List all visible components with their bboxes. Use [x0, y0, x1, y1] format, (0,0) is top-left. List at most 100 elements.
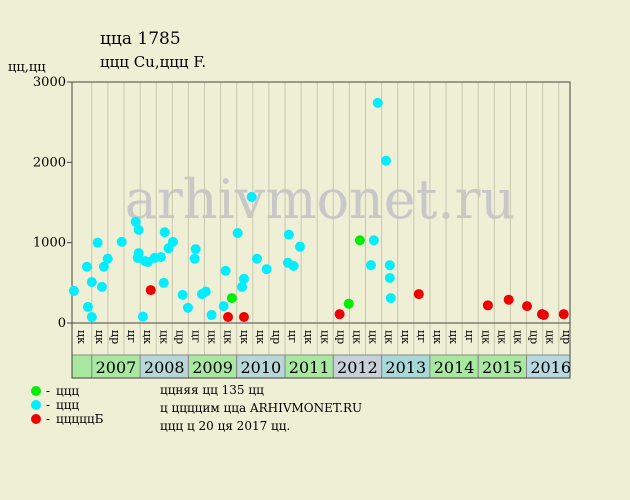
column-label: цк [318, 330, 331, 344]
year-label: 2009 [192, 358, 233, 377]
year-label: 2012 [337, 358, 378, 377]
data-point [343, 298, 354, 309]
column-label: цк [238, 330, 251, 344]
data-point [226, 293, 237, 304]
data-point [81, 261, 92, 272]
data-point [200, 286, 211, 297]
column-label: цк [206, 330, 219, 344]
year-label: 2014 [434, 358, 475, 377]
data-point [130, 216, 141, 227]
data-point [261, 264, 272, 275]
column-label: цк [222, 330, 235, 344]
data-point [96, 281, 107, 292]
column-label: цк [350, 330, 363, 344]
year-cell [526, 354, 570, 378]
note: ц ццццим цца ARHIVMONET.RU [160, 401, 362, 415]
data-point [182, 302, 193, 313]
data-point [218, 301, 229, 312]
data-point [503, 294, 514, 305]
data-point [246, 191, 257, 202]
column-label: цк [157, 330, 170, 344]
column-label: цк [399, 330, 412, 344]
column-label: цр [270, 330, 283, 344]
data-point [98, 261, 109, 272]
data-point [482, 300, 493, 311]
data-point [158, 277, 169, 288]
y-tick-label: 1000 [33, 236, 66, 251]
column-label: цр [334, 330, 347, 344]
legend-dash: - [46, 398, 50, 412]
y-tick-label: 3000 [33, 75, 66, 90]
data-point [177, 289, 188, 300]
legend-dash: - [46, 384, 50, 398]
legend-marker [31, 414, 41, 424]
column-label: цг [189, 330, 202, 343]
year-label: 2010 [241, 358, 282, 377]
data-point [155, 252, 166, 263]
column-label: цк [93, 330, 106, 344]
year-label: 2016 [530, 358, 571, 377]
data-point [334, 309, 345, 320]
legend-marker [31, 386, 41, 396]
y-axis-label: цц,цц [8, 60, 46, 75]
column-label: цг [125, 330, 138, 343]
data-point [145, 285, 156, 296]
data-point [238, 311, 249, 322]
column-label: цг [415, 330, 428, 343]
data-point [232, 228, 243, 239]
column-label: цк [479, 330, 492, 344]
data-point [133, 224, 144, 235]
data-point [82, 301, 93, 312]
column-label: цк [544, 330, 557, 344]
data-point [288, 260, 299, 271]
column-label: цр [560, 330, 573, 344]
data-point [354, 235, 365, 246]
column-label: цк [254, 330, 267, 344]
chart-subtitle: ццц Cu,ццц F. [100, 53, 206, 71]
column-label: цк [141, 330, 154, 344]
year-label: 2011 [289, 358, 330, 377]
data-point [384, 260, 395, 271]
data-point [283, 229, 294, 240]
data-point [522, 301, 533, 312]
data-point [167, 236, 178, 247]
legend-label: цццццБ [56, 412, 104, 426]
data-point [294, 241, 305, 252]
data-point [384, 273, 395, 284]
column-label: цг [286, 330, 299, 343]
data-point [86, 311, 97, 322]
data-point [558, 309, 569, 320]
legend-marker [31, 400, 41, 410]
year-label: 2008 [144, 358, 185, 377]
legend-dash: - [46, 412, 50, 426]
year-label: 2013 [385, 358, 426, 377]
watermark: arhivmonet.ru [125, 168, 515, 231]
note: ццняя цц 135 цц [160, 383, 264, 397]
data-point [365, 260, 376, 271]
data-point [138, 311, 149, 322]
data-point [413, 289, 424, 300]
year-label: 2015 [482, 358, 523, 377]
data-point [368, 235, 379, 246]
column-label: цк [495, 330, 508, 344]
data-point [223, 311, 234, 322]
data-point [189, 253, 200, 264]
data-point [538, 309, 549, 320]
plot-frame [71, 81, 571, 379]
column-label: цк [383, 330, 396, 344]
column-label: цр [528, 330, 541, 344]
data-point [86, 277, 97, 288]
column-label: цк [431, 330, 444, 344]
column-label: цг [463, 330, 476, 343]
data-point [380, 155, 391, 166]
column-label: цр [109, 330, 122, 344]
column-label: цк [511, 330, 524, 344]
legend-label: ццц [56, 398, 79, 412]
column-label: цк [75, 330, 88, 344]
y-tick-label: 0 [58, 316, 66, 331]
data-point [220, 265, 231, 276]
data-point [159, 227, 170, 238]
data-point [372, 97, 383, 108]
